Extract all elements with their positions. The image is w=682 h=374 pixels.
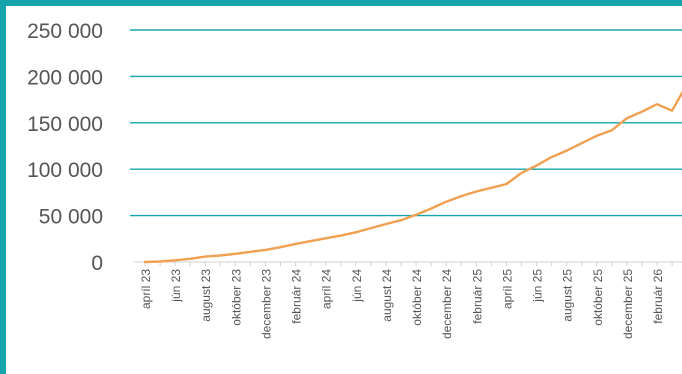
data-point <box>355 231 357 233</box>
data-point <box>641 110 643 112</box>
data-point <box>460 195 462 197</box>
x-tick-label: august 24 <box>380 269 394 322</box>
data-point <box>264 249 266 251</box>
data-point <box>370 227 372 229</box>
y-tick-label: 50 000 <box>39 206 103 229</box>
series-line <box>143 90 682 264</box>
y-tick-label: 0 <box>91 252 103 275</box>
y-tick-label: 150 000 <box>27 113 103 136</box>
x-tick-label: december 23 <box>259 269 273 339</box>
x-tick-label: február 24 <box>290 269 304 324</box>
x-tick-label: október 24 <box>410 269 424 326</box>
data-point <box>445 200 447 202</box>
y-tick-label: 200 000 <box>27 66 103 89</box>
data-point <box>490 187 492 189</box>
data-point <box>475 190 477 192</box>
x-tick-label: október 25 <box>591 269 605 326</box>
data-point <box>234 253 236 255</box>
data-point <box>294 243 296 245</box>
x-tick-label: apríl 24 <box>320 269 334 309</box>
data-point <box>520 172 522 174</box>
data-point <box>550 156 552 158</box>
data-point <box>385 223 387 225</box>
data-point <box>309 240 311 242</box>
x-tick-label: jún 25 <box>531 269 545 303</box>
data-point <box>671 110 673 112</box>
data-point <box>174 259 176 261</box>
x-tick-label: august 23 <box>199 269 213 322</box>
data-point <box>581 142 583 144</box>
x-tick-label: december 24 <box>440 269 454 339</box>
data-point <box>626 117 628 119</box>
x-tick-label: jún 24 <box>350 269 364 303</box>
data-point <box>415 213 417 215</box>
data-point <box>505 183 507 185</box>
data-point <box>325 237 327 239</box>
data-point <box>656 103 658 105</box>
data-point <box>279 246 281 248</box>
data-point <box>219 254 221 256</box>
x-tick-label: august 25 <box>561 269 575 322</box>
data-point <box>340 234 342 236</box>
x-tick-label: jún 23 <box>169 269 183 303</box>
x-tick-label: december 25 <box>621 269 635 339</box>
data-point <box>204 255 206 257</box>
x-tick-label: február 26 <box>651 269 665 324</box>
data-point <box>189 258 191 260</box>
data-point <box>400 219 402 221</box>
data-point <box>249 251 251 253</box>
x-tick-label: apríl 25 <box>500 269 514 309</box>
data-point <box>159 260 161 262</box>
data-point <box>535 164 537 166</box>
data-point <box>596 135 598 137</box>
y-tick-label: 100 000 <box>27 159 103 182</box>
x-tick-label: február 25 <box>470 269 484 324</box>
data-point <box>565 149 567 151</box>
data-point <box>611 129 613 131</box>
x-tick-label: apríl 23 <box>139 269 153 309</box>
x-tick-label: október 23 <box>229 269 243 326</box>
data-point <box>144 261 146 263</box>
data-point <box>430 207 432 209</box>
y-tick-label: 250 000 <box>27 20 103 43</box>
